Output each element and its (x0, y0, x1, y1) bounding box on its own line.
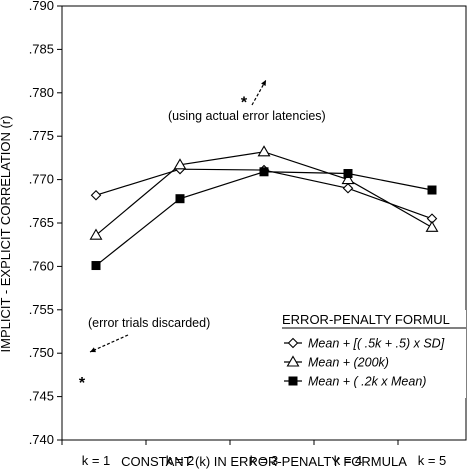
legend-marker-triangle (286, 355, 300, 367)
y-tick-label: .740 (29, 432, 54, 447)
y-tick-label: .780 (29, 85, 54, 100)
series-layer (89, 145, 439, 271)
series-3 (91, 167, 437, 271)
legend-marker-diamond (287, 337, 299, 349)
x-tick-label: k = 2 (166, 453, 195, 468)
y-tick-label: .755 (29, 302, 54, 317)
legend-item: Mean + [( .5k + .5) x SD] (284, 337, 445, 351)
y-tick-label: .750 (29, 345, 54, 360)
x-tick-label: k = 1 (82, 453, 111, 468)
y-tick-label: .770 (29, 172, 54, 187)
data-point-square (259, 167, 269, 177)
legend-label: Mean + ( .2k x Mean) (308, 375, 426, 389)
y-tick-label: .745 (29, 389, 54, 404)
series-2 (89, 145, 439, 240)
legend-label: Mean + (200k) (308, 356, 389, 370)
data-point-triangle (341, 173, 355, 185)
annotation-text: (error trials discarded) (88, 316, 210, 330)
data-point-square (343, 169, 353, 179)
annotation-arrowhead (90, 347, 96, 353)
y-tick-label: .765 (29, 215, 54, 230)
data-point-diamond (342, 183, 354, 194)
legend: ERROR-PENALTY FORMUL Mean + [( .5k + .5) … (276, 310, 466, 398)
y-tick-label: .785 (29, 41, 54, 56)
asterisk-marker: * (241, 94, 248, 111)
annotation-text: (using actual error latencies) (168, 109, 326, 123)
data-point-triangle (425, 220, 439, 232)
data-point-triangle (257, 145, 271, 157)
x-tick-label: k = 4 (334, 453, 363, 468)
data-point-triangle (89, 228, 103, 240)
asterisk-marker: * (79, 375, 86, 392)
series-line (95, 151, 433, 236)
series-line (95, 171, 433, 267)
x-axis: k = 1 k = 2 k = 3 k = 4 k = 5 (61, 440, 447, 468)
legend-box (276, 310, 466, 398)
x-tick-label: k = 5 (418, 453, 447, 468)
x-axis-title: CONSTANT (k) IN ERROR-PENALTY FORMULA (121, 454, 407, 469)
legend-item: Mean + ( .2k x Mean) (284, 375, 426, 389)
annotation-arrowhead (261, 80, 266, 86)
annotation-arrow (89, 334, 129, 353)
data-point-square (91, 261, 101, 271)
x-tick-label: k = 3 (250, 453, 279, 468)
y-axis: .740 .745 .750 .755 .760 .765 .770 .775 .780 .785… (29, 0, 62, 447)
y-tick-label: .760 (29, 258, 54, 273)
y-axis-title: IMPLICIT - EXPLICIT CORRELATION (r) (0, 116, 13, 353)
data-point-diamond (90, 189, 102, 201)
legend-marker-square (288, 376, 298, 386)
annotations: (using actual error latencies)*(error tr… (79, 79, 326, 392)
y-tick-label: .790 (29, 0, 54, 13)
legend-label: Mean + [( .5k + .5) x SD] (308, 337, 445, 351)
y-tick-label: .775 (29, 128, 54, 143)
legend-title: ERROR-PENALTY FORMUL (282, 312, 450, 327)
legend-item: Mean + (200k) (284, 355, 389, 370)
data-point-square (175, 194, 185, 204)
data-point-square (427, 185, 437, 195)
data-point-triangle (173, 158, 187, 170)
series-line (95, 168, 433, 220)
